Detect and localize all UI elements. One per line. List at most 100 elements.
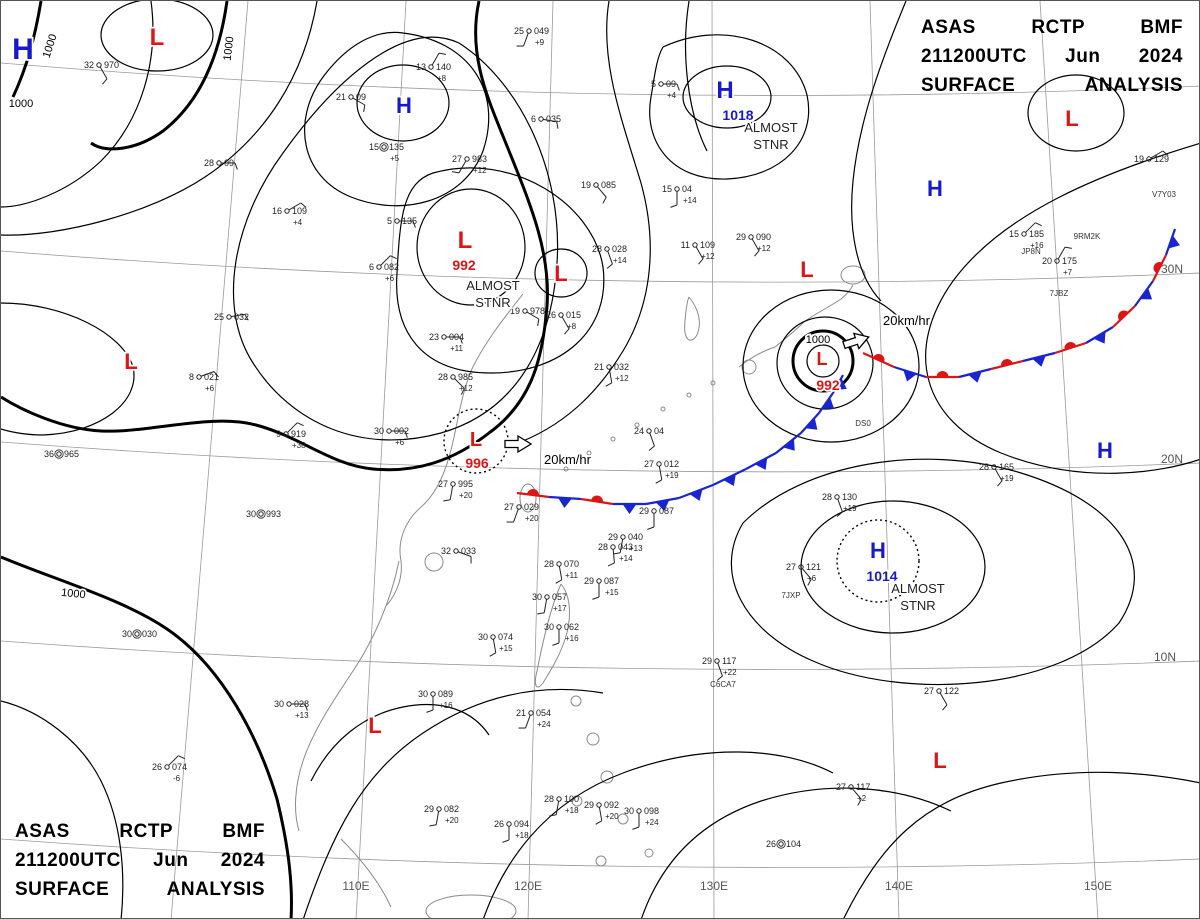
isobar-value-label: 1000	[41, 33, 60, 60]
station-pressure: 140	[436, 62, 451, 72]
cold-front-symbol	[558, 497, 572, 508]
cold-front-symbol	[968, 371, 982, 383]
station-extra: +9	[535, 38, 545, 47]
station-circle	[506, 821, 512, 827]
station-extra: +12	[615, 374, 629, 383]
station-extra: +6	[205, 384, 215, 393]
latitude-label: 20N	[1161, 452, 1183, 466]
station-temp: 29	[702, 656, 712, 666]
cold-front-symbol	[655, 499, 670, 511]
coastline	[340, 838, 392, 908]
isobar	[232, 36, 559, 441]
wind-barb-tick	[655, 479, 663, 484]
station-pressure: 090	[756, 232, 771, 242]
station-temp: 29	[584, 800, 594, 810]
station-temp: 28	[598, 542, 608, 552]
parallel-line	[1, 640, 1199, 670]
wind-barb-tick	[716, 675, 723, 681]
station-extra: +24	[537, 720, 551, 729]
island	[610, 436, 616, 442]
wind-barb	[994, 468, 1003, 482]
station-pressure: 983	[472, 154, 487, 164]
wind-barb-tick	[537, 318, 540, 326]
wind-barb-tick	[489, 652, 497, 657]
warm-front-symbol	[1153, 262, 1163, 274]
station-pressure: 122	[944, 686, 959, 696]
station-circle	[651, 508, 657, 514]
station-temp: 30	[374, 426, 384, 436]
station-pressure: 074	[498, 632, 513, 642]
island	[519, 483, 537, 513]
wind-barb-tick	[443, 499, 451, 502]
station-circle	[596, 802, 602, 808]
isobar-thick	[1, 555, 293, 918]
station-circle	[606, 364, 612, 370]
station-circle	[610, 544, 616, 550]
station-extra: +16	[439, 701, 453, 710]
high-center: H	[1097, 438, 1113, 463]
station-circle	[464, 156, 470, 162]
pressure-value: 992	[816, 377, 840, 393]
station-extra: +15	[499, 644, 513, 653]
warm-front-symbol	[527, 488, 539, 496]
chart-datetime-line: 211200UTC Jun 2024	[921, 46, 1183, 67]
station-extra: +4	[293, 218, 303, 227]
station-temp: 11	[681, 240, 690, 250]
station-extra: +20	[605, 812, 619, 821]
station-pressure: 021	[204, 372, 219, 382]
station-pressure: 070	[564, 559, 579, 569]
wind-barb-tick	[549, 814, 557, 817]
station-pressure: 965	[64, 449, 79, 459]
isobar-value-label: 1000	[61, 587, 87, 601]
wind-barb	[608, 369, 613, 383]
wind-barb	[561, 316, 570, 330]
station-temp: 27	[504, 502, 514, 512]
meridian-line	[527, 1, 554, 918]
station-extra: +14	[613, 256, 627, 265]
high-center: H	[870, 538, 886, 563]
station-temp: 30	[246, 509, 256, 519]
warm-front-symbol	[591, 495, 604, 503]
station-temp: 30	[544, 622, 554, 632]
station-extra: +5	[390, 154, 400, 163]
station-extra: +20	[525, 514, 539, 523]
low-center: L	[124, 349, 137, 374]
station-circle	[658, 81, 664, 87]
island	[644, 848, 654, 858]
station-pressure: 035	[546, 114, 561, 124]
wind-barb	[513, 508, 519, 523]
motion-label: ALMOST	[891, 581, 945, 596]
wind-barb-tick	[592, 596, 600, 600]
station-temp: 29	[424, 804, 434, 814]
isobar-closed	[100, 1, 214, 72]
station-pressure: 087	[659, 506, 674, 516]
title-block-bottom: ASAS RCTP BMF 211200UTC Jun 2024 SURFACE…	[15, 817, 265, 904]
warm-front-symbol	[1118, 310, 1129, 321]
ship-id: 7JXP	[781, 591, 800, 600]
latitude-label: 30N	[1161, 262, 1183, 276]
station-temp: 30	[274, 699, 284, 709]
wind-barb	[523, 32, 529, 47]
isobar-closed	[682, 65, 772, 129]
wind-barb	[352, 97, 366, 106]
station-pressure: 089	[438, 689, 453, 699]
station-extra: +6	[807, 574, 817, 583]
wind-barb-tick	[552, 642, 560, 646]
station-pressure: 130	[842, 492, 857, 502]
station-circle	[216, 160, 222, 166]
station-pressure: 049	[534, 26, 549, 36]
station-temp: 30	[624, 806, 634, 816]
wind-barb-tick	[234, 162, 238, 170]
wind-barb	[837, 498, 843, 513]
cold-front-symbol	[821, 397, 835, 409]
station-circle	[1054, 258, 1060, 264]
wind-barb-tick	[556, 121, 559, 129]
isobar	[303, 688, 604, 918]
station-extra: +8	[567, 322, 577, 331]
low-center: L	[1065, 106, 1078, 131]
dotted-center-circle	[836, 519, 920, 603]
ship-id: JP8N	[1021, 247, 1041, 256]
wind-barb-tick	[942, 704, 948, 711]
pressure-value: 992	[452, 257, 476, 273]
station-temp: 27	[452, 154, 462, 164]
